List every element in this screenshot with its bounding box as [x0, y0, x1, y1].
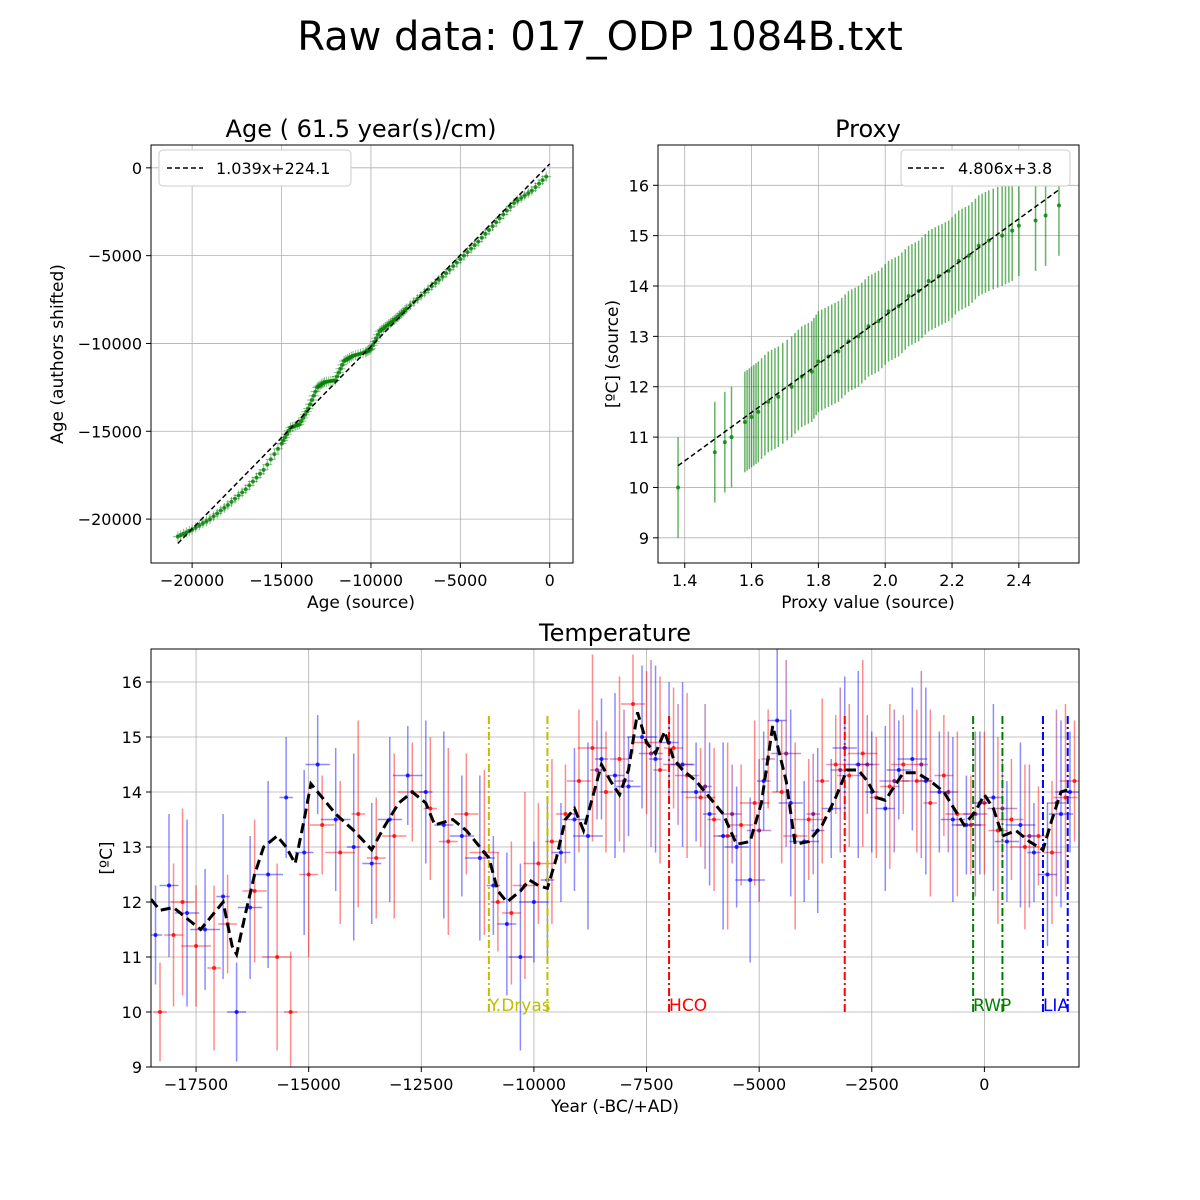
age-point	[374, 336, 379, 341]
age-point	[225, 503, 230, 508]
age-point	[469, 246, 474, 251]
age-point	[476, 239, 481, 244]
age-point	[533, 185, 538, 190]
age-ytick-label: −20000	[78, 510, 142, 529]
age-point	[336, 370, 341, 375]
age-ytick-label: −15000	[78, 422, 142, 441]
age-ytick-label: −5000	[88, 247, 142, 266]
age-point	[444, 271, 449, 276]
age-point	[454, 260, 459, 265]
age-point	[483, 231, 488, 236]
age-point	[229, 499, 234, 504]
age-point	[522, 193, 527, 198]
age-point	[526, 191, 531, 196]
age-point	[451, 264, 456, 269]
age-point	[447, 267, 452, 272]
age-point	[465, 250, 470, 255]
age-xtick-label: 0	[545, 571, 555, 590]
age-chart-xlabel: Age (source)	[307, 593, 415, 613]
age-point	[313, 389, 318, 394]
age-point	[486, 228, 491, 233]
age-point	[334, 374, 339, 379]
age-point	[519, 196, 524, 201]
age-point	[193, 525, 198, 530]
age-point	[215, 511, 220, 516]
age-point	[544, 174, 549, 179]
age-point	[197, 523, 202, 528]
age-point	[200, 521, 205, 526]
age-point	[338, 366, 343, 371]
age-xtick-label: −10000	[339, 571, 403, 590]
age-xtick-label: −20000	[160, 571, 224, 590]
age-point	[309, 398, 314, 403]
age-xtick-label: −15000	[249, 571, 313, 590]
age-point	[479, 235, 484, 240]
age-frame	[150, 144, 574, 564]
age-legend-label: 1.039x+224.1	[216, 159, 330, 178]
age-point	[433, 281, 438, 286]
age-point	[494, 220, 499, 225]
age-point	[265, 462, 270, 467]
age-point	[440, 274, 445, 279]
age-point	[275, 446, 280, 451]
age-point	[281, 438, 286, 443]
age-point	[529, 188, 534, 193]
age-point	[376, 332, 381, 337]
age-point	[254, 475, 259, 480]
age-point	[511, 200, 516, 205]
age-point	[222, 505, 227, 510]
figure-title: Raw data: 017_ODP 1084B.txt	[297, 14, 903, 60]
age-point	[497, 216, 502, 221]
age-point	[211, 514, 216, 519]
age-fit-line	[177, 163, 551, 544]
age-point	[261, 467, 266, 472]
age-point	[236, 493, 241, 498]
age-point	[272, 452, 277, 457]
age-point	[279, 441, 284, 446]
age-point	[204, 519, 209, 524]
age-point	[240, 490, 245, 495]
age-point	[299, 419, 304, 424]
age-point	[250, 479, 255, 484]
age-point	[218, 508, 223, 513]
age-point	[308, 402, 313, 407]
age-point	[247, 483, 252, 488]
age-point	[461, 253, 466, 258]
age-point	[268, 457, 273, 462]
age-point	[537, 181, 542, 186]
age-plot-area: −20000 −15000 −10000 −5000 0 −20000 −15000 −100…	[78, 144, 574, 590]
age-point	[340, 362, 345, 367]
age-point	[258, 471, 263, 476]
age-point	[540, 178, 545, 183]
age-point	[490, 224, 495, 229]
age-point	[501, 212, 506, 217]
age-ytick-label: −10000	[78, 334, 142, 353]
age-point	[311, 393, 316, 398]
age-legend: 1.039x+224.1	[158, 149, 352, 187]
age-point	[243, 487, 248, 492]
age-point	[233, 496, 238, 501]
age-point	[297, 422, 302, 427]
age-point	[458, 257, 463, 262]
age-point	[208, 517, 213, 522]
age-point	[515, 198, 520, 203]
age-chart-ylabel: Age (authors shifted)	[48, 264, 68, 444]
age-chart-title: Age ( 61.5 year(s)/cm)	[226, 115, 497, 143]
age-point	[472, 243, 477, 248]
age-xtick-label: −5000	[433, 571, 487, 590]
age-point	[283, 435, 288, 440]
age-ytick-label: 0	[132, 159, 142, 178]
